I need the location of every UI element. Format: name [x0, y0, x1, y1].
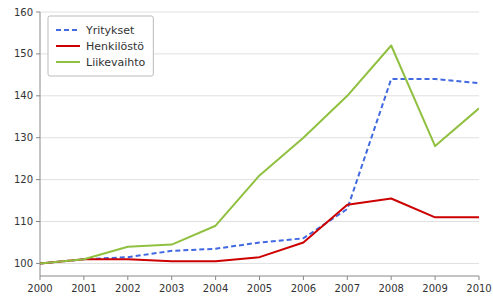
x-tick [127, 276, 128, 280]
x-tick-label: 2002 [115, 283, 140, 294]
chart: 100 110 120 130 140 150 160 2000 2001 2002 2003 200… [0, 0, 493, 304]
x-tick [303, 276, 304, 280]
y-axis-line [40, 12, 41, 276]
series-line [40, 46, 479, 264]
legend-label: Liikevaihto [86, 56, 146, 69]
x-tick-label: 2000 [27, 283, 52, 294]
grid-line [40, 221, 479, 222]
y-tick-label: 120 [14, 174, 33, 185]
x-tick-label: 2004 [203, 283, 228, 294]
x-tick [347, 276, 348, 280]
series-line [40, 79, 479, 263]
y-tick-label: 130 [14, 132, 33, 143]
x-tick-label: 2007 [335, 283, 360, 294]
legend-swatch [56, 61, 80, 63]
grid-line [40, 12, 479, 13]
axes: 100 110 120 130 140 150 160 2000 2001 2002 2003 200… [14, 7, 492, 295]
legend-label: Yritykset [85, 24, 135, 37]
x-tick [171, 276, 172, 280]
x-tick-label: 2005 [247, 283, 272, 294]
x-tick-label: 2006 [291, 283, 316, 294]
x-tick [40, 276, 41, 280]
y-tick [36, 179, 40, 180]
x-tick-label: 2001 [71, 283, 96, 294]
y-tick [36, 95, 40, 96]
x-tick [83, 276, 84, 280]
series-group [40, 46, 479, 264]
x-tick [479, 276, 480, 280]
y-tick [36, 12, 40, 13]
grid-line [40, 137, 479, 138]
x-tick-label: 2008 [378, 283, 403, 294]
y-tick-label: 100 [14, 258, 33, 269]
x-tick-label: 2009 [422, 283, 447, 294]
legend-box [48, 16, 153, 76]
y-tick-label: 140 [14, 90, 33, 101]
grid-line [40, 263, 479, 264]
legend: Yritykset Henkilöstö Liikevaihto [48, 16, 153, 76]
legend-swatch [56, 29, 80, 31]
x-tick-label: 2003 [159, 283, 184, 294]
y-tick [36, 263, 40, 264]
x-tick [259, 276, 260, 280]
y-tick [36, 137, 40, 138]
y-tick [36, 221, 40, 222]
x-tick [215, 276, 216, 280]
y-tick-label: 110 [14, 216, 33, 227]
grid-line [40, 179, 479, 180]
x-tick [391, 276, 392, 280]
x-tick [435, 276, 436, 280]
y-tick [36, 53, 40, 54]
x-tick-label: 2010 [466, 283, 491, 294]
legend-swatch [56, 45, 80, 47]
y-tick-label: 160 [14, 7, 33, 18]
y-tick-label: 150 [14, 48, 33, 59]
legend-label: Henkilöstö [86, 40, 144, 53]
grid [40, 12, 479, 263]
